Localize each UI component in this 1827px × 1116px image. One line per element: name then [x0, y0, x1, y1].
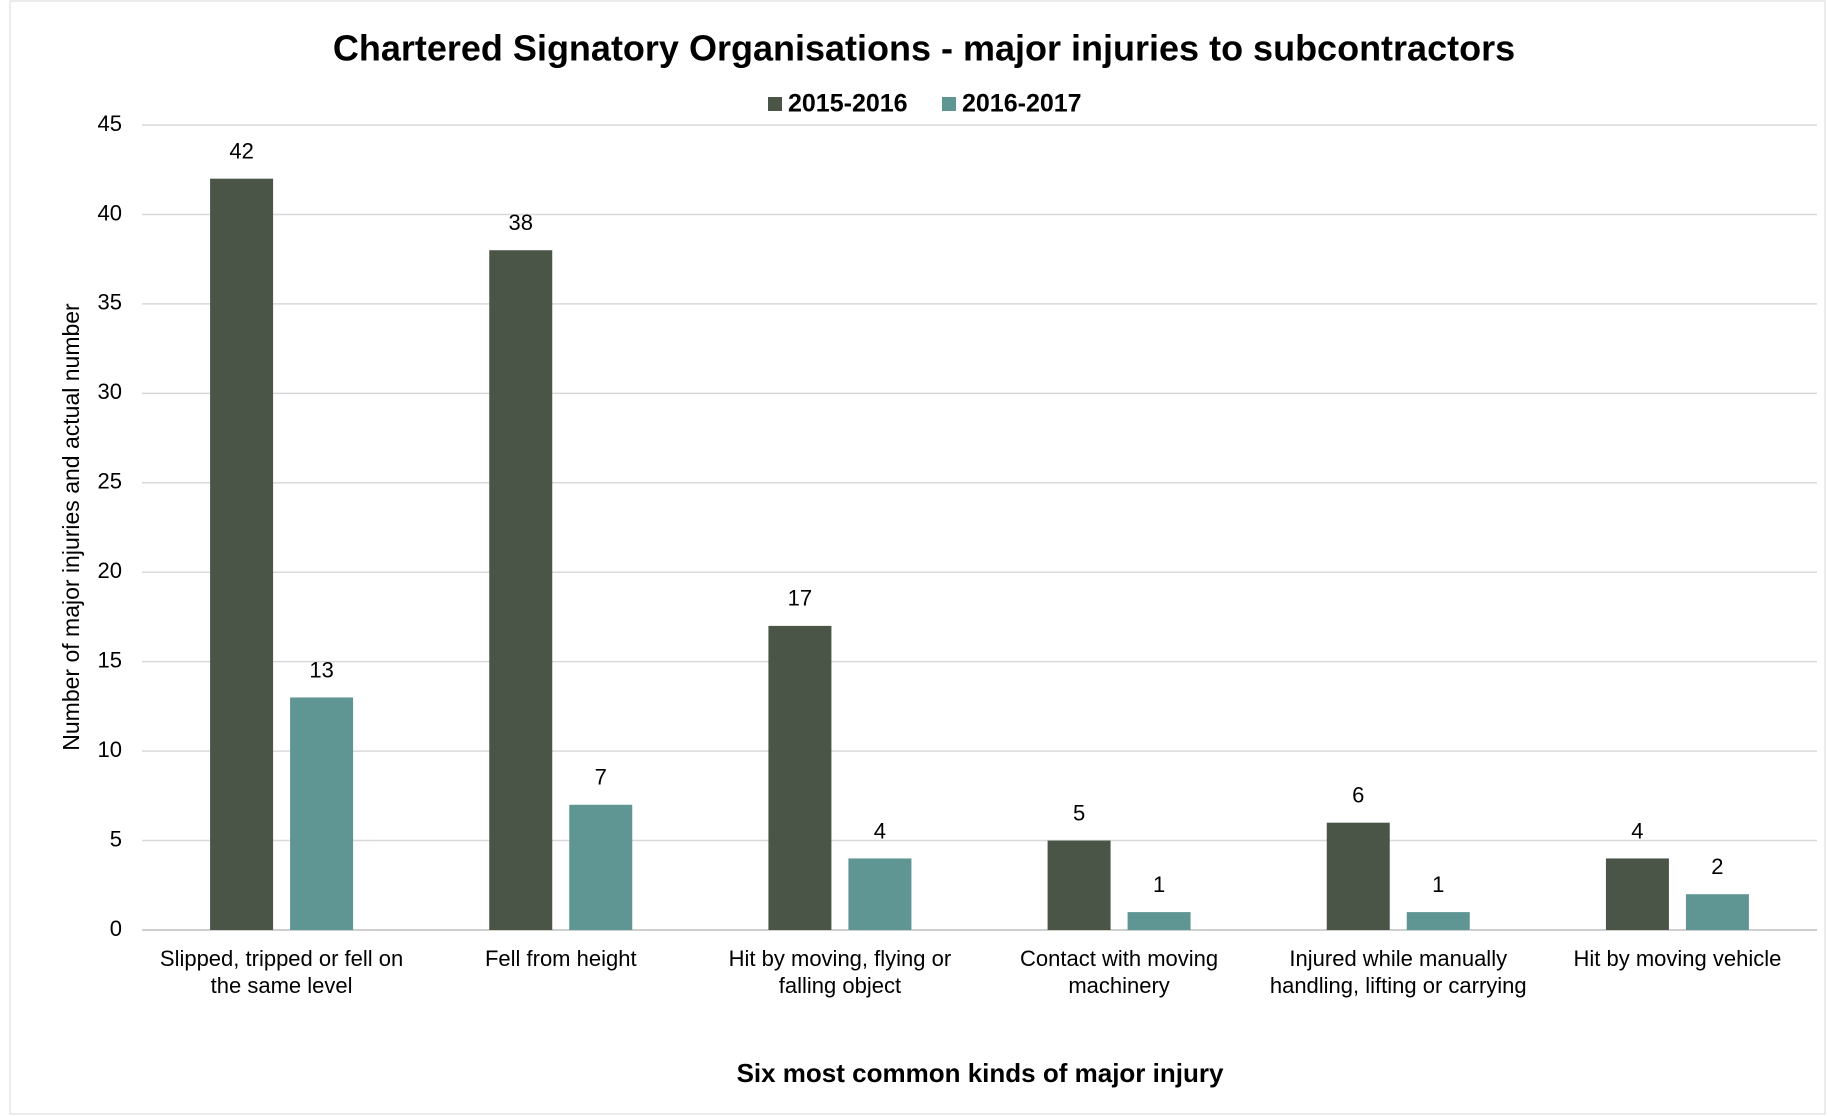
- bar: [210, 178, 274, 930]
- value-label: 4: [1631, 818, 1643, 843]
- y-tick-label: 30: [98, 379, 122, 404]
- bar: [1406, 912, 1470, 930]
- y-tick-label: 45: [98, 111, 122, 136]
- y-tick-label: 0: [110, 916, 122, 941]
- y-axis-title: Number of major injuries and actual numb…: [58, 303, 84, 751]
- bar: [848, 858, 912, 930]
- value-label: 38: [509, 210, 533, 235]
- bar: [290, 697, 354, 930]
- x-tick-label: Hit by moving, flying or falling object: [728, 946, 952, 998]
- y-tick-label: 15: [98, 647, 122, 672]
- bar: [489, 250, 553, 930]
- bar: [1047, 840, 1111, 930]
- y-tick-label: 10: [98, 737, 122, 762]
- y-tick-label: 25: [98, 469, 122, 494]
- value-label: 5: [1073, 800, 1085, 825]
- y-tick-label: 5: [110, 826, 122, 851]
- legend-swatch: [942, 97, 956, 111]
- x-tick-label: Contact with moving machinery: [1020, 946, 1219, 998]
- value-label: 17: [788, 586, 812, 611]
- value-label: 6: [1352, 782, 1364, 807]
- value-label: 13: [309, 657, 333, 682]
- value-label: 42: [229, 138, 253, 163]
- value-label: 1: [1432, 872, 1444, 897]
- bar: [1127, 912, 1191, 930]
- chart-border: [9, 0, 1826, 1115]
- value-label: 7: [595, 765, 607, 790]
- bar: [768, 625, 832, 930]
- legend-label: 2015-2016: [788, 90, 908, 118]
- bar: [1326, 822, 1390, 930]
- y-tick-label: 20: [98, 558, 122, 583]
- y-tick-label: 40: [98, 200, 122, 225]
- legend-label: 2016-2017: [962, 90, 1082, 118]
- value-label: 2: [1711, 854, 1723, 879]
- legend-swatch: [768, 97, 782, 111]
- value-label: 4: [874, 818, 886, 843]
- value-label: 1: [1153, 872, 1165, 897]
- chart-title: Chartered Signatory Organisations - majo…: [333, 28, 1515, 69]
- x-axis-title: Six most common kinds of major injury: [737, 1058, 1224, 1088]
- x-tick-label: Injured while manually handling, lifting…: [1269, 946, 1527, 998]
- y-tick-label: 35: [98, 290, 122, 315]
- x-tick-label: Slipped, tripped or fell on the same lev…: [159, 946, 404, 998]
- bar: [569, 804, 633, 930]
- bar: [1605, 858, 1669, 930]
- bar: [1685, 894, 1749, 930]
- x-tick-label: Fell from height: [484, 946, 637, 971]
- x-tick-label: Hit by moving vehicle: [1573, 946, 1782, 971]
